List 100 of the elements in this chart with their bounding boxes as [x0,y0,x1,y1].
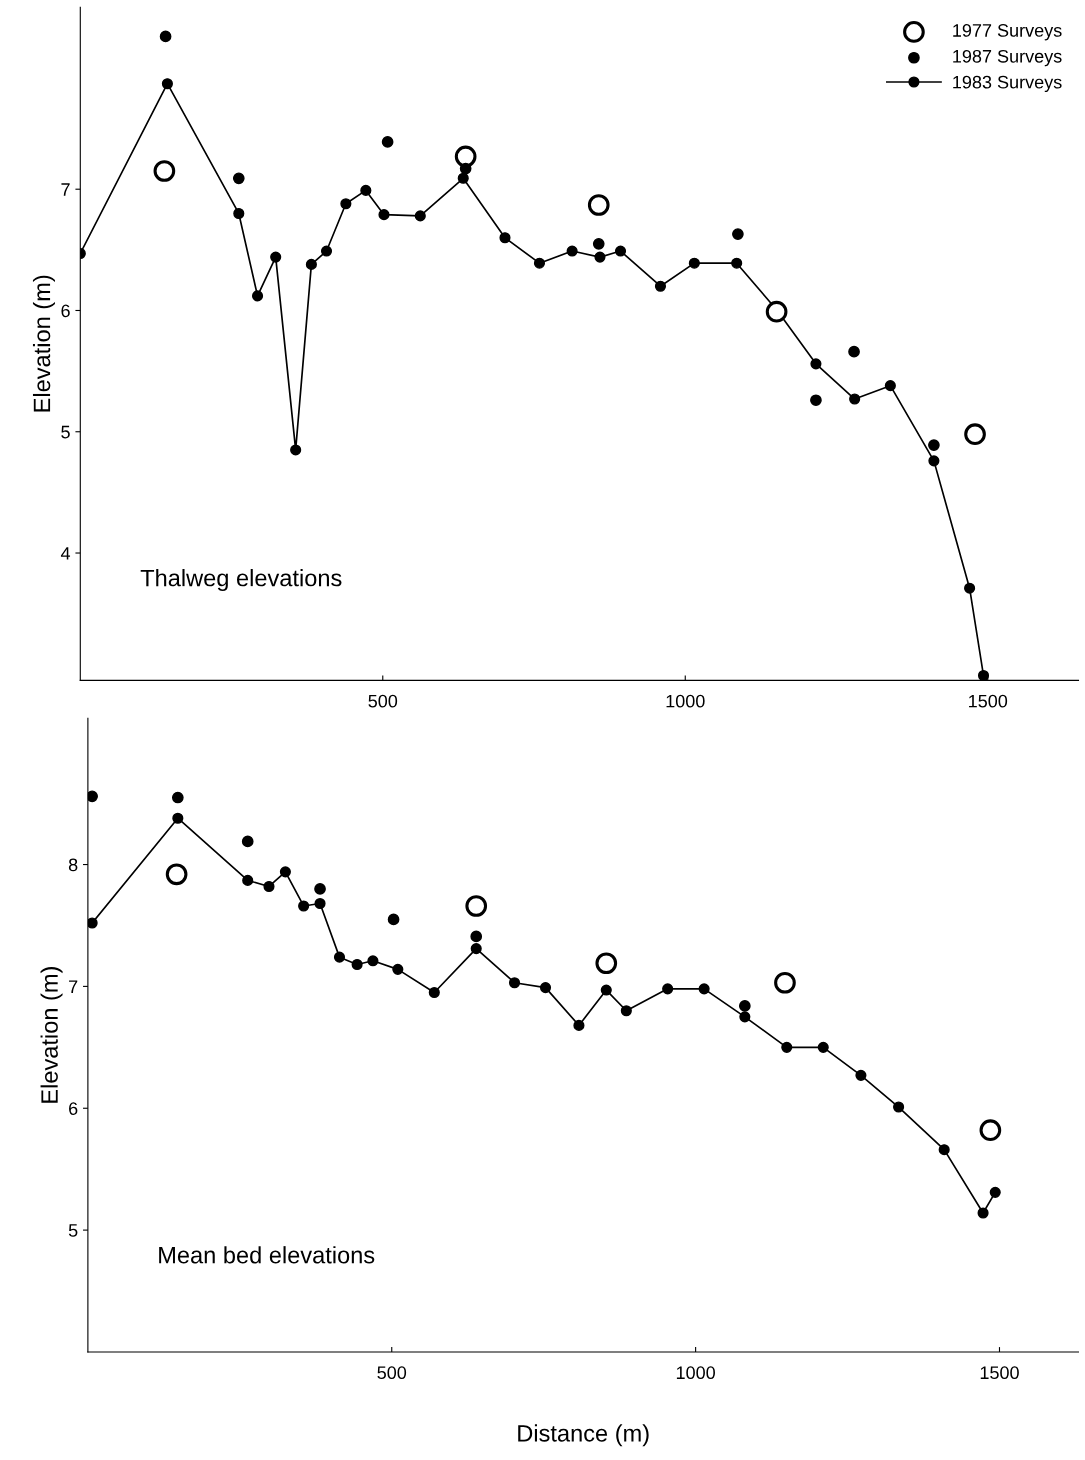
y-tick-label: 6 [69,1102,78,1115]
point [387,913,400,926]
annotation: Thalweg elevations [140,569,342,592]
point [893,1101,905,1113]
y-tick-label: 6 [61,304,70,318]
point [848,345,860,358]
point [977,669,990,681]
point [964,423,986,446]
point [849,393,861,405]
point [87,790,98,803]
x-tick-label: 1500 [969,694,1008,708]
point [533,257,546,269]
point [270,251,282,263]
point [454,145,477,168]
point [977,1207,989,1219]
legend-label: 1987 Surveys [953,49,1062,67]
y-tick-label: 4 [60,547,71,560]
point [738,1000,751,1012]
point [165,863,188,886]
legend-label: 1977 Surveys [953,24,1062,41]
point [884,380,896,392]
x-tick-label: 500 [377,1366,407,1380]
y-axis-title: Elevation (m) [40,967,63,1103]
y-tick-label: 7 [69,980,78,993]
point [817,1041,829,1053]
x-tick-label: 1000 [676,1366,715,1380]
point [620,1005,632,1017]
point [320,245,333,257]
point [314,883,326,895]
y-axis-title: Elevation (m) [32,275,55,412]
point [171,791,184,804]
point [765,300,788,323]
annotation: Mean bed elevations [159,1246,375,1264]
point [298,900,310,912]
point [855,1069,867,1081]
point [279,866,291,878]
point [305,258,317,270]
point [87,917,98,929]
point [614,245,627,257]
point [732,228,744,240]
point [594,251,606,263]
point [539,982,552,994]
point [465,895,488,917]
point [595,952,618,975]
point [739,1011,751,1023]
point [731,257,743,269]
x-tick-label: 1500 [980,1366,1019,1380]
point [290,444,302,456]
point [654,280,667,292]
point [340,198,352,210]
point [470,930,483,943]
y-tick-label: 7 [61,183,70,196]
point [428,986,440,999]
point [367,955,379,967]
x-tick-label: 500 [368,694,398,708]
point [457,172,469,184]
x-axis-title: Distance (m) [518,1424,649,1447]
point [232,172,245,185]
point [172,812,184,824]
point [979,1119,1002,1142]
point [360,184,372,196]
point [810,394,822,407]
point [774,971,796,994]
point [499,232,511,244]
point [587,194,610,216]
point [698,983,710,995]
point [242,874,254,886]
y-tick-label: 5 [61,425,70,439]
point [810,358,822,370]
point [392,963,404,975]
point [592,237,605,250]
point [233,207,245,220]
point [566,245,578,257]
x-tick-label: 1000 [666,694,705,708]
point [470,943,482,955]
point [263,880,275,893]
point [600,984,612,996]
point [688,257,700,269]
point [333,951,346,963]
legend-label: 1983 Surveys [953,75,1062,93]
point [964,582,976,594]
point [573,1019,585,1031]
point [928,455,940,467]
point [459,162,472,175]
point [251,290,264,302]
point [938,1144,950,1156]
y-tick-label: 5 [68,1224,78,1237]
point [989,1186,1001,1198]
point [241,835,254,848]
point [159,30,172,43]
point [508,977,521,989]
point [781,1041,793,1053]
point [351,958,363,971]
point [928,439,940,451]
point [314,897,326,910]
point [381,136,394,148]
point [662,983,674,995]
point [153,160,176,182]
point [378,209,390,221]
point [414,210,426,222]
